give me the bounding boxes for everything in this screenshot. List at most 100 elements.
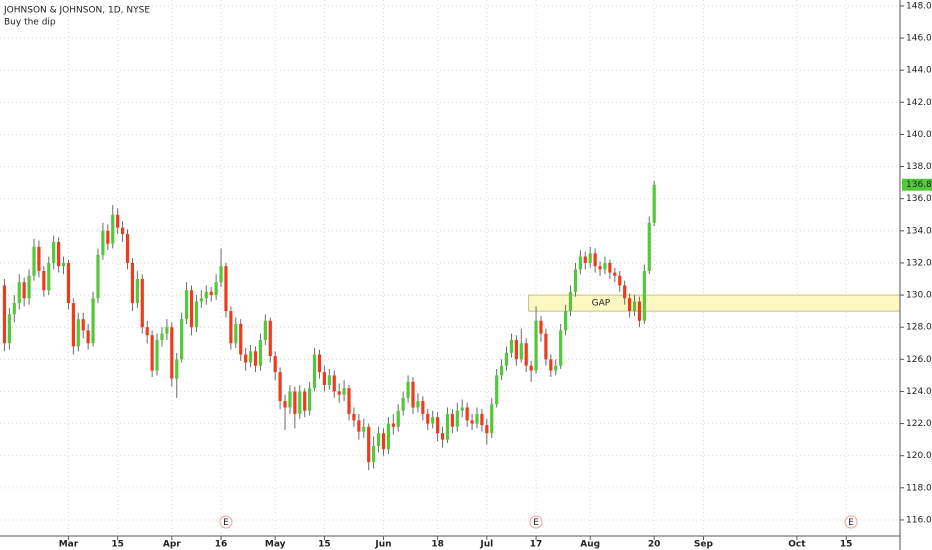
candle-body (76, 319, 80, 347)
candle-body (588, 253, 592, 263)
candle-body (598, 266, 602, 270)
candle-body (57, 242, 61, 267)
y-tick-label: 118.00 (906, 483, 932, 493)
candle-body (52, 242, 56, 263)
candle-body (436, 417, 440, 434)
y-tick-label: 130.00 (906, 291, 932, 301)
candle-body (372, 446, 376, 463)
candle-body (130, 262, 135, 304)
candle-body (406, 381, 410, 398)
earnings-label: E (848, 518, 854, 528)
candle-body (165, 327, 169, 334)
x-tick-label: Mar (59, 540, 79, 550)
gap-zone-label: GAP (592, 299, 611, 309)
candle-body (618, 275, 622, 286)
candle-body (367, 426, 371, 463)
candle-body (357, 420, 361, 432)
candle-body (204, 291, 208, 299)
candle-body (475, 413, 479, 424)
y-tick-label: 122.00 (906, 419, 932, 429)
candle-body (440, 433, 445, 440)
gap-zone (528, 294, 901, 312)
candle-body (145, 327, 149, 336)
candle-body (120, 227, 125, 235)
candle-body (455, 410, 459, 427)
earnings-marker (529, 515, 543, 529)
earnings-label: E (533, 518, 539, 528)
y-tick-label: 128.00 (906, 323, 932, 333)
candle-body (199, 298, 203, 302)
candle-body (224, 266, 228, 312)
candle-body (42, 270, 46, 291)
candle-body (391, 423, 395, 427)
x-tick-label: 15 (111, 540, 124, 550)
candle-body (509, 340, 514, 353)
candle-body (184, 290, 189, 320)
candle-body (7, 314, 11, 344)
x-tick-label: Sep (694, 540, 714, 550)
chart-subtitle: Buy the dip (4, 18, 56, 28)
x-tick-label: 20 (648, 540, 661, 550)
candle-body (71, 303, 75, 347)
candle-body (248, 351, 253, 363)
candle-body (32, 246, 36, 276)
candle-body (342, 388, 346, 395)
candle-body (514, 340, 518, 360)
y-tick-label: 132.00 (906, 258, 932, 268)
candle-body (209, 291, 213, 296)
last-price-tag (902, 178, 932, 191)
candle-body (180, 319, 184, 360)
candle-body (283, 401, 287, 408)
x-tick-label: 17 (530, 540, 543, 550)
y-tick-label: 126.00 (906, 355, 932, 365)
candle-body (559, 330, 563, 366)
candle-body (155, 340, 159, 371)
candle-body (613, 272, 617, 276)
x-tick-label: Jul (479, 540, 493, 550)
candle-body (308, 388, 312, 411)
candle-body (81, 319, 85, 331)
candle-body (401, 397, 405, 411)
candle-body (347, 388, 351, 414)
candle-body (125, 234, 130, 263)
candle-body (293, 391, 297, 414)
candle-body (278, 372, 282, 402)
candle-body (539, 320, 543, 334)
candle-body (150, 335, 154, 371)
candle-body (426, 413, 430, 424)
earnings-marker (844, 515, 858, 529)
candle-body (652, 184, 656, 223)
candle-body (529, 365, 533, 371)
chart-title: JOHNSON & JOHNSON, 1D, NYSE (3, 6, 150, 16)
candle-body (61, 262, 66, 267)
x-tick-label: May (265, 540, 286, 550)
candle-body (362, 426, 366, 432)
candle-body (140, 279, 144, 328)
candle-body (524, 343, 528, 366)
candle-body (135, 279, 139, 304)
last-price-label: 136.87 (906, 180, 932, 190)
candle-body (642, 270, 646, 321)
candle-body (627, 298, 632, 312)
candle-body (470, 420, 474, 424)
candle-body (485, 425, 489, 434)
candle-body (332, 375, 336, 392)
candle-body (96, 254, 100, 299)
x-tick-label: Aug (580, 540, 600, 550)
candle-body (170, 327, 174, 379)
candle-body (27, 275, 31, 299)
candle-body (303, 391, 307, 411)
candle-body (263, 320, 267, 341)
candle-body (519, 343, 523, 360)
x-tick-label: 15 (840, 540, 853, 550)
y-tick-label: 146.00 (906, 34, 932, 44)
candle-body (322, 372, 327, 386)
candle-body (37, 246, 41, 271)
candle-body (445, 413, 450, 440)
x-tick-label: 18 (431, 540, 444, 550)
x-tick-label: Apr (163, 540, 181, 550)
candle-body (273, 356, 277, 373)
candle-body (495, 375, 499, 405)
